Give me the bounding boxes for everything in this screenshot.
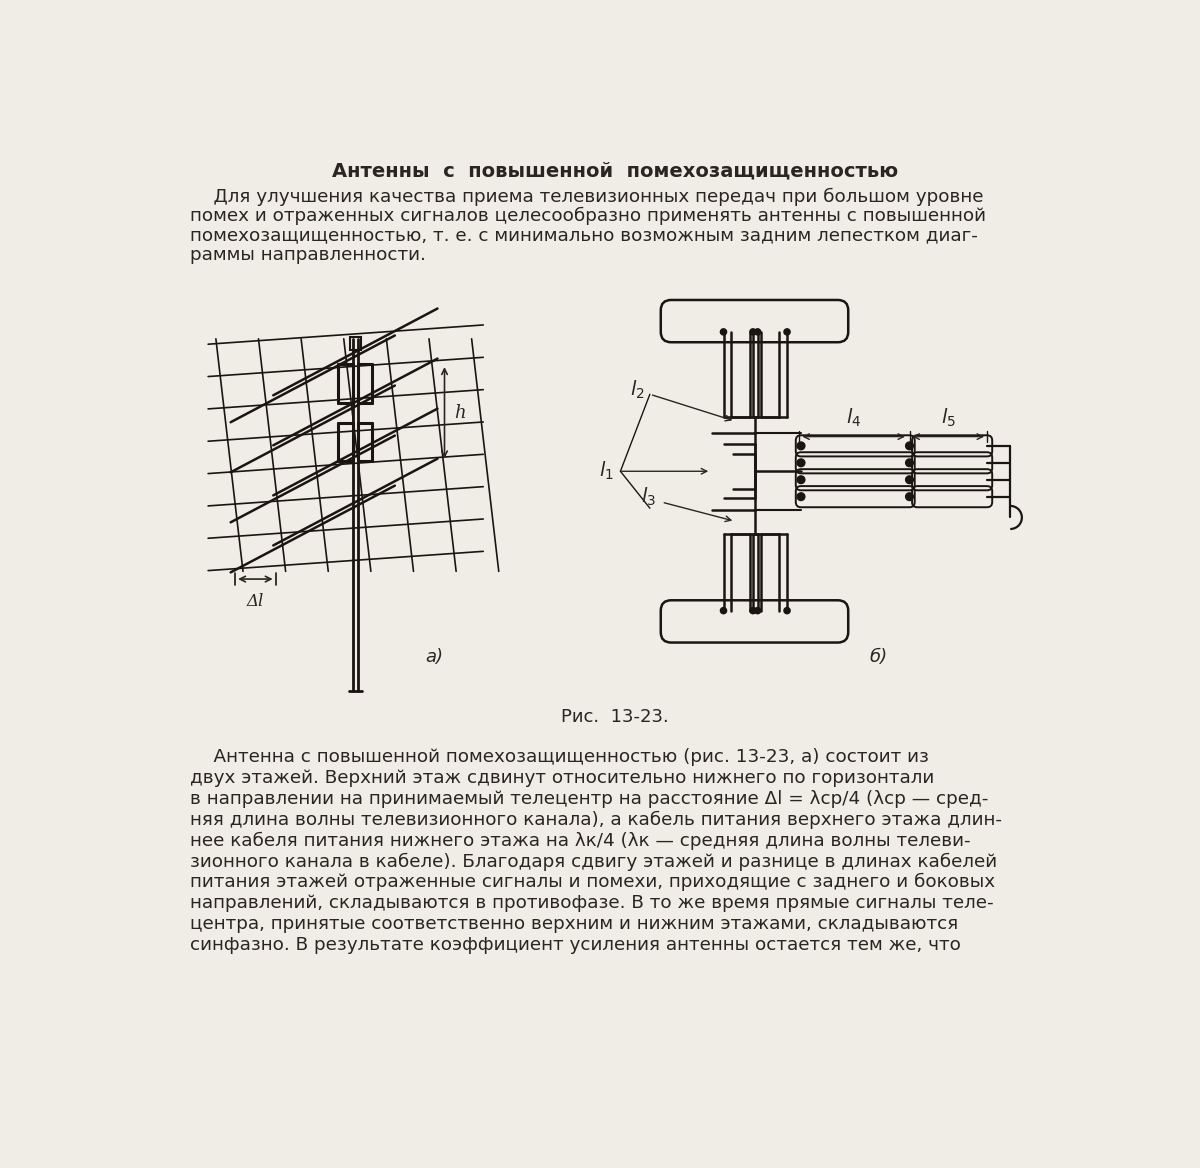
Circle shape	[797, 475, 805, 484]
Text: питания этажей отраженные сигналы и помехи, приходящие с заднего и боковых: питания этажей отраженные сигналы и поме…	[191, 874, 996, 891]
Text: $l_2$: $l_2$	[630, 378, 644, 401]
Circle shape	[906, 459, 913, 467]
Text: раммы направленности.: раммы направленности.	[191, 245, 426, 264]
Text: а): а)	[425, 648, 443, 667]
Circle shape	[750, 607, 756, 613]
Circle shape	[755, 329, 761, 335]
Text: б): б)	[869, 648, 887, 667]
Bar	[350, 336, 361, 350]
Text: центра, принятые соответственно верхним и нижним этажами, складываются: центра, принятые соответственно верхним …	[191, 915, 959, 933]
Text: няя длина волны телевизионного канала), а кабель питания верхнего этажа длин-: няя длина волны телевизионного канала), …	[191, 811, 1002, 829]
Text: Для улучшения качества приема телевизионных передач при большом уровне: Для улучшения качества приема телевизион…	[191, 188, 984, 206]
Circle shape	[906, 493, 913, 501]
Text: $l_1$: $l_1$	[599, 460, 613, 482]
Text: помехозащищенностью, т. е. с минимально возможным задним лепестком диаг-: помехозащищенностью, т. е. с минимально …	[191, 227, 978, 244]
Text: h: h	[455, 404, 466, 422]
Text: Δl: Δl	[247, 593, 264, 610]
Circle shape	[720, 607, 727, 613]
Text: Антенна с повышенной помехозащищенностью (рис. 13-23, а) состоит из: Антенна с повышенной помехозащищенностью…	[191, 749, 929, 766]
Text: помех и отраженных сигналов целесообразно применять антенны с повышенной: помех и отраженных сигналов целесообразн…	[191, 207, 986, 225]
Circle shape	[720, 329, 727, 335]
Text: синфазно. В результате коэффициент усиления антенны остается тем же, что: синфазно. В результате коэффициент усиле…	[191, 936, 961, 953]
Circle shape	[797, 442, 805, 450]
Circle shape	[755, 607, 761, 613]
Text: нее кабеля питания нижнего этажа на λк/4 (λк — средняя длина волны телеви-: нее кабеля питания нижнего этажа на λк/4…	[191, 832, 971, 850]
Circle shape	[750, 329, 756, 335]
Text: Антенны  с  повышенной  помехозащищенностью: Антенны с повышенной помехозащищенностью	[332, 161, 898, 181]
Text: Рис.  13-23.: Рис. 13-23.	[562, 708, 668, 725]
Text: $l_4$: $l_4$	[846, 406, 862, 429]
Text: $l_3$: $l_3$	[641, 486, 656, 508]
Circle shape	[906, 475, 913, 484]
Text: в направлении на принимаемый телецентр на расстояние Δl = λср/4 (λср — сред-: в направлении на принимаемый телецентр н…	[191, 790, 989, 808]
Circle shape	[797, 459, 805, 467]
Text: $l_5$: $l_5$	[941, 406, 955, 429]
Circle shape	[797, 493, 805, 501]
Circle shape	[906, 442, 913, 450]
Text: направлений, складываются в противофазе. В то же время прямые сигналы теле-: направлений, складываются в противофазе.…	[191, 894, 994, 912]
Circle shape	[784, 607, 790, 613]
Circle shape	[784, 329, 790, 335]
Text: двух этажей. Верхний этаж сдвинут относительно нижнего по горизонтали: двух этажей. Верхний этаж сдвинут относи…	[191, 770, 935, 787]
Text: зионного канала в кабеле). Благодаря сдвигу этажей и разнице в длинах кабелей: зионного канала в кабеле). Благодаря сдв…	[191, 853, 997, 870]
